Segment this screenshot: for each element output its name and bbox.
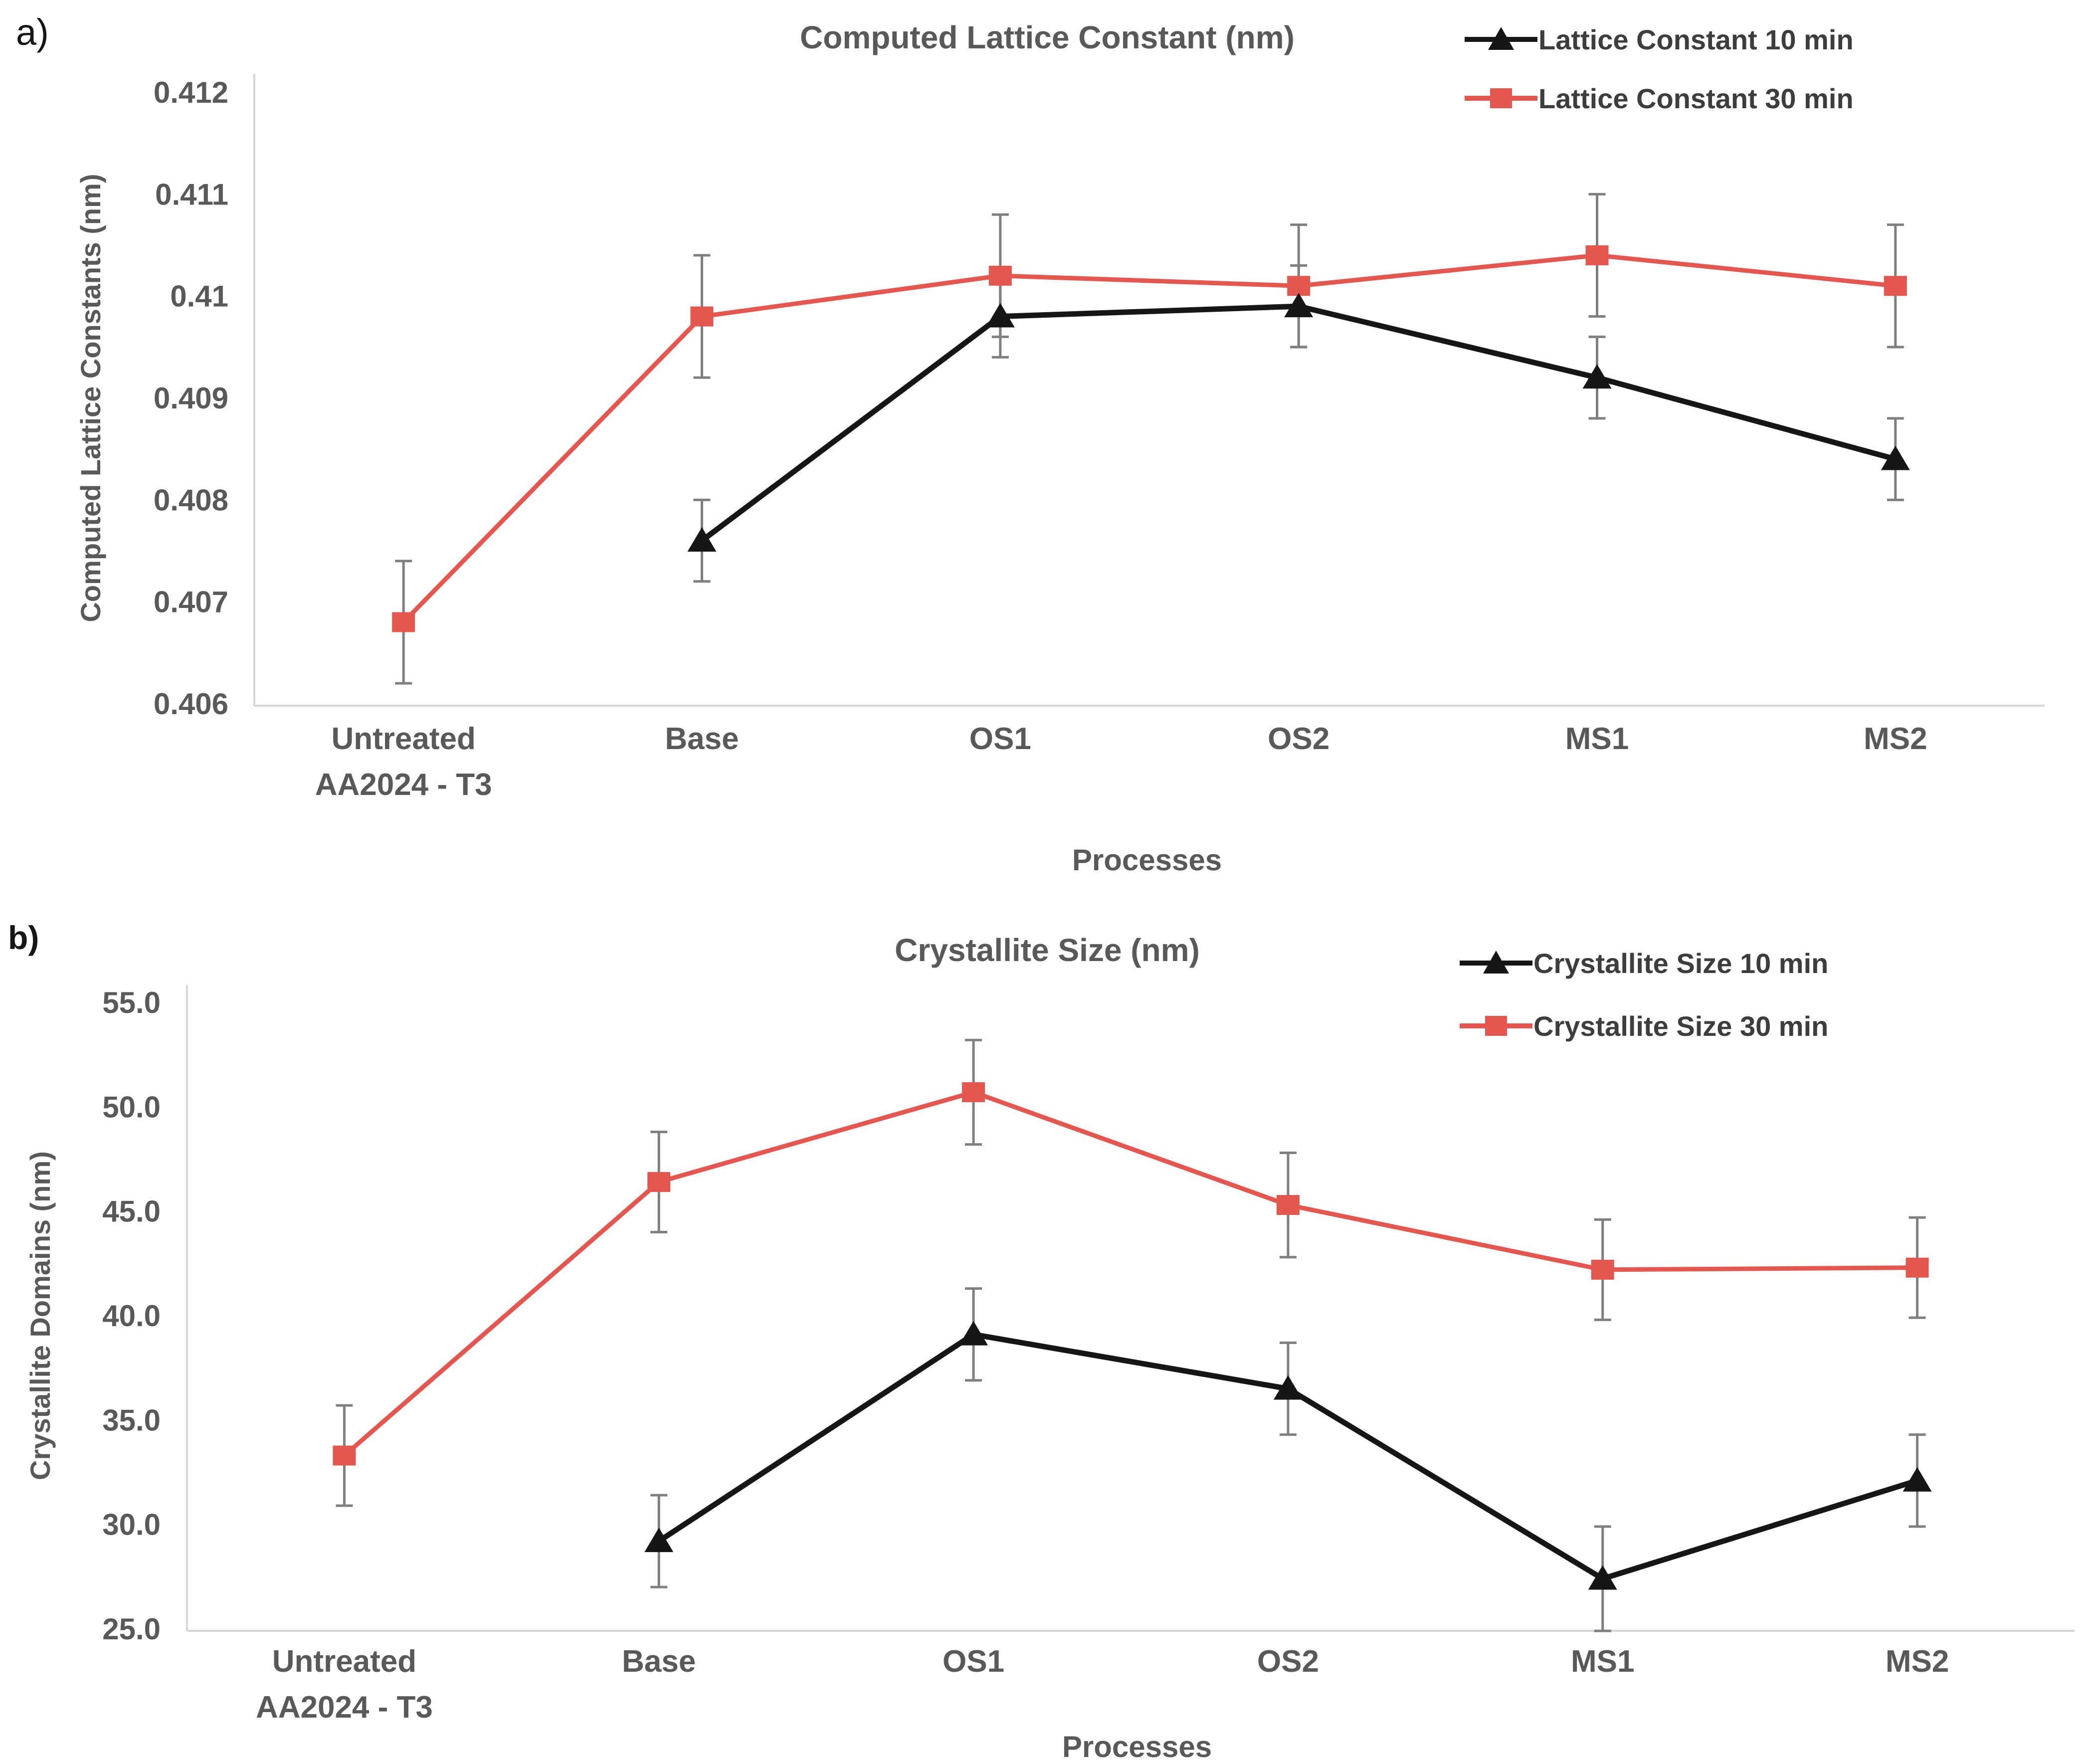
y-tick-label: 45.0 [102, 1195, 161, 1228]
legend-entry: Crystallite Size 10 min [1459, 948, 1828, 979]
marker-triangle [1273, 1375, 1303, 1400]
y-tick-label: 25.0 [102, 1612, 161, 1646]
x-category-label: MS1 [1571, 1644, 1634, 1679]
legend-label: Lattice Constant 30 min [1538, 82, 1854, 114]
y-tick-label: 0.411 [155, 178, 228, 211]
marker-square [988, 265, 1012, 286]
marker-square [1905, 1257, 1929, 1278]
legend-label: Crystallite Size 10 min [1533, 947, 1829, 979]
y-tick-label: 35.0 [102, 1403, 161, 1437]
marker-triangle [959, 1321, 988, 1346]
series-line-crystallite-size-30-min [343, 1090, 1917, 1457]
x-category-label: Untreated [331, 722, 475, 756]
x-category-label: AA2024 - T3 [256, 1690, 433, 1725]
marker-square [333, 1445, 356, 1466]
x-category-label: OS2 [1257, 1644, 1319, 1679]
legend-label: Lattice Constant 10 min [1538, 23, 1854, 55]
marker-square [392, 612, 415, 632]
marker-square [647, 1172, 671, 1192]
marker-square [1884, 276, 1907, 296]
marker-square [1276, 1195, 1300, 1215]
y-tick-label: 0.408 [154, 483, 228, 517]
chart-a-title: Computed Lattice Constant (nm) [800, 19, 1295, 55]
legend-entry: Lattice Constant 10 min [1464, 24, 1854, 55]
marker-square [1287, 276, 1311, 296]
marker-square [1585, 245, 1609, 265]
marker-triangle [1902, 1467, 1932, 1492]
panel-b-label: b) [8, 919, 39, 956]
y-tick-label: 30.0 [102, 1508, 161, 1542]
legend-marker-square-icon [1460, 1016, 1532, 1036]
chart-a-y-axis-title: Computed Lattice Constants (nm) [75, 174, 106, 622]
x-category-label: AA2024 - T3 [315, 768, 492, 802]
y-tick-label: 50.0 [102, 1090, 161, 1124]
legend-label: Crystallite Size 30 min [1533, 1010, 1829, 1042]
chart-a-legend: Lattice Constant 10 min Lattice Constant… [1464, 24, 1854, 114]
marker-triangle [1582, 364, 1612, 389]
legend-marker-triangle-icon [1465, 27, 1537, 50]
y-tick-label: 0.409 [154, 382, 228, 415]
legend-marker-triangle-icon [1460, 951, 1532, 974]
x-category-label: MS2 [1886, 1644, 1949, 1679]
series-line-lattice-constant-30-min [401, 253, 1896, 624]
y-tick-label: 0.406 [154, 687, 228, 721]
y-tick-label: 40.0 [102, 1299, 161, 1333]
marker-square [962, 1082, 985, 1103]
legend-marker-square-icon [1465, 88, 1537, 108]
x-category-label: OS1 [943, 1644, 1004, 1679]
chart-b-x-axis-title: Processes [1062, 1730, 1212, 1764]
marker-triangle [644, 1528, 674, 1553]
chart-b-y-axis-title: Crystallite Domains (nm) [24, 1151, 56, 1480]
x-category-label: MS1 [1565, 722, 1629, 756]
legend-entry: Crystallite Size 30 min [1459, 1010, 1829, 1042]
chart-a-x-axis-title: Processes [1072, 843, 1222, 877]
marker-triangle [1588, 1565, 1617, 1590]
y-tick-label: 0.407 [154, 586, 228, 619]
marker-square [690, 306, 714, 327]
x-category-label: OS2 [1268, 722, 1330, 756]
marker-triangle [1881, 445, 1910, 470]
x-category-label: Base [622, 1644, 696, 1679]
x-category-label: MS2 [1864, 722, 1927, 756]
marker-triangle [687, 527, 717, 552]
y-tick-label: 0.412 [154, 76, 228, 109]
legend-entry: Lattice Constant 30 min [1464, 83, 1854, 114]
y-tick-label: 0.41 [170, 280, 228, 313]
chart-b-legend: Crystallite Size 10 min Crystallite Size… [1459, 948, 1829, 1042]
marker-square [1591, 1259, 1614, 1280]
y-tick-label: 55.0 [102, 986, 161, 1019]
marker-triangle [1284, 293, 1314, 318]
chart-b-title: Crystallite Size (nm) [895, 932, 1200, 968]
x-category-label: OS1 [969, 722, 1031, 756]
x-category-label: Untreated [272, 1644, 416, 1679]
x-category-label: Base [665, 722, 739, 756]
marker-triangle [985, 303, 1015, 328]
panel-a-label: a) [16, 11, 49, 53]
